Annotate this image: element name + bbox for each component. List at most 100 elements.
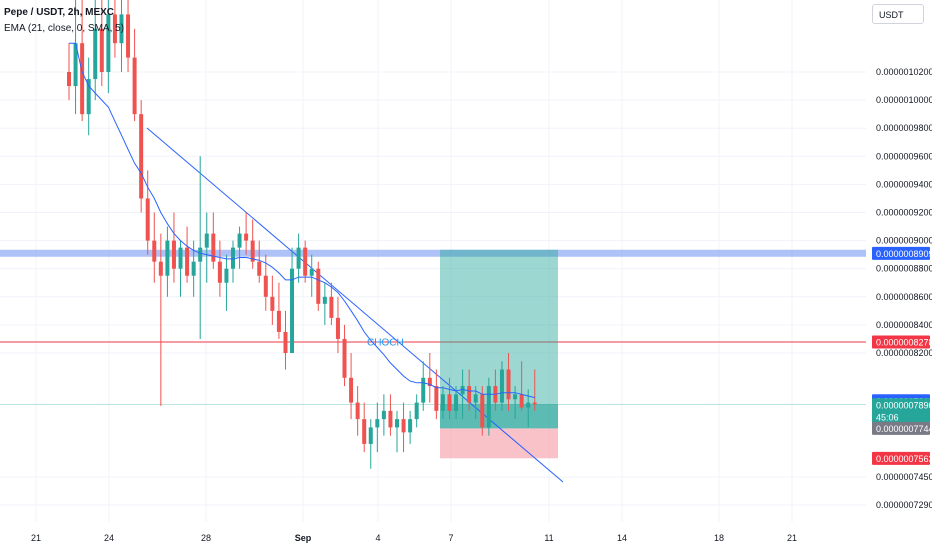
y-tick-label: 0.0000010000 bbox=[876, 95, 932, 105]
x-tick-label: 14 bbox=[617, 533, 627, 543]
long-position-entry-fill bbox=[440, 404, 558, 429]
candle-body bbox=[276, 310, 281, 332]
candle-body bbox=[204, 233, 209, 248]
candle-body bbox=[86, 79, 91, 115]
y-tick-label: 0.0000008200 bbox=[876, 348, 932, 358]
y-tick-label: 0.0000007450 bbox=[876, 472, 932, 482]
resistance-zone bbox=[0, 249, 866, 257]
y-tick-label: 0.0000010200 bbox=[876, 67, 932, 77]
candle-body bbox=[454, 394, 459, 411]
candles bbox=[67, 0, 537, 469]
price-label: 0.0000008909 bbox=[876, 249, 932, 259]
candle-body bbox=[211, 233, 216, 262]
candle-body bbox=[486, 386, 491, 428]
candle-body bbox=[408, 419, 413, 433]
candle-body bbox=[152, 240, 157, 262]
candle-body bbox=[414, 402, 419, 420]
x-axis-bg bbox=[0, 522, 866, 550]
price-label-bg bbox=[872, 246, 930, 260]
price-label-bg bbox=[872, 335, 930, 349]
x-tick-label: 4 bbox=[375, 533, 380, 543]
candle-body bbox=[73, 43, 78, 87]
candle-body bbox=[198, 247, 203, 262]
candle-body bbox=[119, 14, 124, 44]
candle-body bbox=[447, 394, 452, 411]
candle-body bbox=[460, 386, 465, 395]
candle-body bbox=[532, 402, 537, 405]
price-label-bg bbox=[872, 398, 930, 425]
x-tick-label: 21 bbox=[31, 533, 41, 543]
candle-body bbox=[165, 240, 170, 276]
x-tick-label: 24 bbox=[104, 533, 114, 543]
price-label: 0.0000008278 bbox=[876, 338, 932, 348]
candle-body bbox=[132, 57, 137, 115]
price-label-bg bbox=[872, 421, 930, 435]
grid-lines bbox=[0, 0, 866, 522]
candle-body bbox=[303, 247, 308, 276]
price-label: 0.0000007563 bbox=[876, 454, 932, 464]
candle-body bbox=[283, 331, 288, 353]
candle-body bbox=[191, 261, 196, 276]
candle-body bbox=[499, 369, 504, 403]
candle-body bbox=[145, 198, 150, 241]
x-tick-label: 18 bbox=[714, 533, 724, 543]
chart-title: Pepe / USDT, 2h, MEXC bbox=[4, 7, 115, 18]
y-tick-label: 0.0000009600 bbox=[876, 151, 932, 161]
candle-body bbox=[427, 377, 432, 387]
price-labels: 0.00000089090.00000082780.00000079110.00… bbox=[872, 246, 932, 465]
long-position-loss-zone[interactable] bbox=[440, 428, 558, 459]
candle-body bbox=[250, 240, 255, 262]
y-tick-label: 0.0000008400 bbox=[876, 320, 932, 330]
candle-body bbox=[381, 410, 386, 420]
price-label: 0.0000007744 bbox=[876, 424, 932, 434]
x-tick-label: 7 bbox=[448, 533, 453, 543]
y-tick-label: 0.0000007290 bbox=[876, 500, 932, 510]
y-tick-label: 0.0000009200 bbox=[876, 208, 932, 218]
price-label-bg bbox=[872, 451, 930, 465]
y-tick-label: 0.0000008600 bbox=[876, 292, 932, 302]
x-axis[interactable]: 21 24 28 Sep 4 7 11 14 18 21 bbox=[0, 522, 866, 550]
x-tick-label: 28 bbox=[201, 533, 211, 543]
candle-body bbox=[421, 377, 426, 403]
candle-body bbox=[526, 402, 531, 408]
candle-body bbox=[316, 268, 321, 304]
y-axis-bg bbox=[866, 0, 932, 550]
candle-body bbox=[434, 386, 439, 411]
candle-body bbox=[506, 369, 511, 400]
candle-body bbox=[395, 419, 399, 428]
candle-body bbox=[519, 394, 524, 408]
y-tick-label: 0.0000009000 bbox=[876, 236, 932, 246]
indicator-legend: EMA (21, close, 0, SMA, 5) bbox=[4, 23, 125, 34]
candle-body bbox=[178, 247, 183, 269]
candle-body bbox=[99, 28, 104, 72]
candle-body bbox=[362, 419, 367, 444]
candle-body bbox=[237, 233, 242, 248]
long-position-profit-zone[interactable] bbox=[440, 249, 558, 429]
candle-body bbox=[126, 14, 131, 58]
candle-body bbox=[171, 240, 176, 269]
currency-unit-button[interactable]: USDT bbox=[872, 4, 924, 24]
candle-body bbox=[342, 338, 347, 378]
candle-body bbox=[231, 247, 235, 269]
candle-body bbox=[440, 394, 445, 411]
candle-body bbox=[112, 14, 117, 44]
candle-body bbox=[309, 268, 314, 276]
candle-body bbox=[217, 261, 222, 283]
candle-body bbox=[139, 114, 144, 199]
candle-body bbox=[322, 296, 327, 304]
y-tick-label: 0.0000009400 bbox=[876, 179, 932, 189]
y-axis[interactable]: 0.0000010200 0.0000010000 0.0000009800 0.00… bbox=[866, 0, 932, 550]
candle-body bbox=[473, 394, 478, 403]
candle-body bbox=[106, 14, 111, 72]
candle-body bbox=[296, 247, 301, 269]
candle-body bbox=[349, 377, 354, 403]
candle-body bbox=[263, 275, 268, 297]
candle-body bbox=[224, 268, 229, 283]
choch-label: CHOCH bbox=[367, 338, 404, 349]
candle-body bbox=[67, 72, 71, 87]
x-tick-label: 21 bbox=[787, 533, 797, 543]
trendline[interactable] bbox=[146, 127, 564, 483]
candle-body bbox=[480, 394, 485, 428]
candle-body bbox=[467, 386, 472, 403]
